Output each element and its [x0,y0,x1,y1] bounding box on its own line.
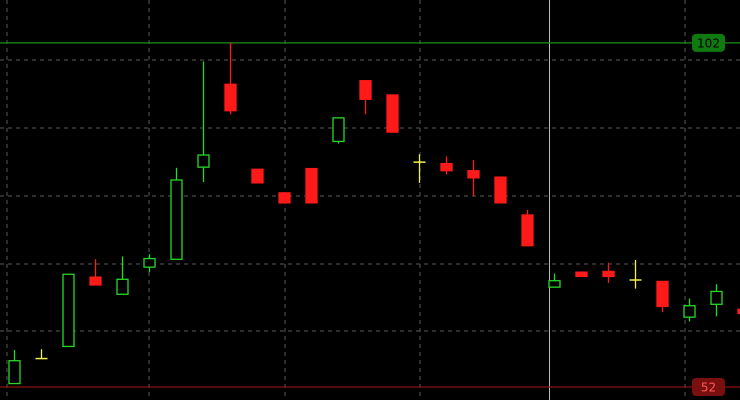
candles [8,42,740,385]
candle [89,259,102,286]
candle [8,350,21,385]
candle-body [332,117,345,143]
candle [656,280,669,313]
candle-body [170,179,183,260]
candle-body [656,280,669,308]
candle [602,262,615,283]
price-badge-upper [692,33,725,52]
candle [35,349,48,360]
candle-body [305,167,318,204]
candle-body [521,214,534,247]
candle-body [440,162,453,172]
candle [251,168,264,184]
candle [359,80,372,115]
price-badge-lower [692,378,725,396]
candle [440,156,453,175]
price-badges: 102 52 [692,33,725,396]
candle-body [710,290,723,305]
candle [575,271,588,278]
candle-body [548,280,561,288]
candle-body [386,94,399,133]
candle-body [251,168,264,184]
candle [116,256,129,295]
candle [224,42,237,115]
candle [548,273,561,288]
candle-body [143,257,156,268]
price-badge-label: 102 [697,36,720,50]
reference-lines [0,42,740,388]
candle-body [89,276,102,286]
candle [386,94,399,133]
candle [332,117,345,144]
price-badge-label: 52 [701,381,716,395]
candle [62,273,75,348]
candle-body [278,192,291,204]
candle [737,308,740,315]
candle-body [197,154,210,168]
candle-body [575,271,588,278]
candle-body [737,308,740,315]
candle-body [602,270,615,278]
candle [494,176,507,204]
candle [278,192,291,204]
candle-body [62,273,75,348]
candle [305,167,318,204]
candle [521,210,534,247]
candle [683,298,696,322]
candle [710,284,723,317]
candle-body [359,80,372,100]
candle [197,61,210,183]
candle [413,154,426,183]
candle [170,167,183,260]
candle [467,160,480,196]
candle-body [8,360,21,385]
candle [143,254,156,273]
candle-body [224,83,237,112]
candle [629,260,642,289]
candle-body [116,278,129,295]
candle-body [683,305,696,318]
candle-body [467,170,480,179]
candle-body [494,176,507,204]
